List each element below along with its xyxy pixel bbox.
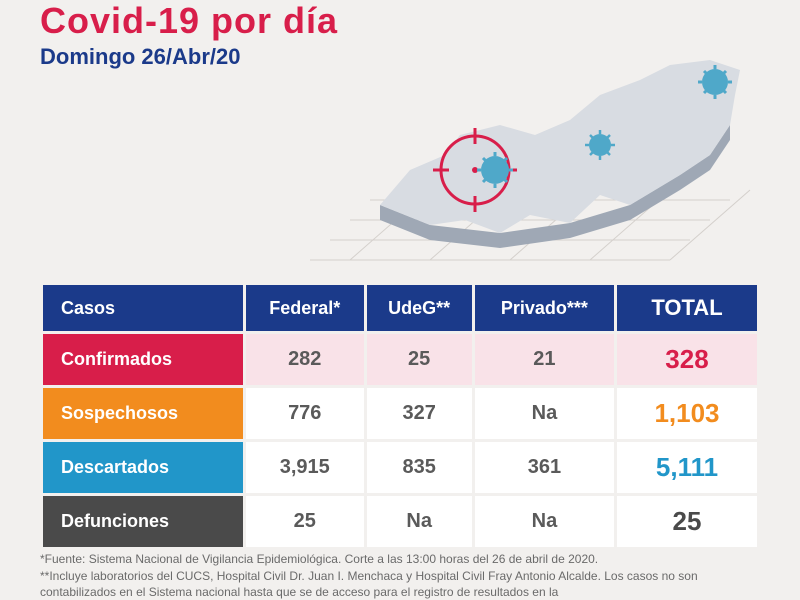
cell-discarded-0: 3,915 xyxy=(246,442,364,493)
row-label-discarded: Descartados xyxy=(43,442,243,493)
col-federal: Federal* xyxy=(246,285,364,331)
map-illustration xyxy=(270,40,770,270)
row-label-suspect: Sospechosos xyxy=(43,388,243,439)
cell-confirmed-0: 282 xyxy=(246,334,364,385)
footnote-1: *Fuente: Sistema Nacional de Vigilancia … xyxy=(40,551,760,567)
cell-suspect-0: 776 xyxy=(246,388,364,439)
total-confirmed: 328 xyxy=(617,334,757,385)
total-deaths: 25 xyxy=(617,496,757,547)
cell-suspect-2: Na xyxy=(475,388,614,439)
table-row: Defunciones25NaNa25 xyxy=(43,496,757,547)
cell-deaths-1: Na xyxy=(367,496,472,547)
col-udeg: UdeG** xyxy=(367,285,472,331)
row-label-deaths: Defunciones xyxy=(43,496,243,547)
cases-table: Casos Federal* UdeG** Privado*** TOTAL C… xyxy=(40,282,760,550)
cell-suspect-1: 327 xyxy=(367,388,472,439)
col-casos: Casos xyxy=(43,285,243,331)
footer-notes: *Fuente: Sistema Nacional de Vigilancia … xyxy=(40,551,760,600)
row-label-confirmed: Confirmados xyxy=(43,334,243,385)
table-row: Descartados3,9158353615,111 xyxy=(43,442,757,493)
total-discarded: 5,111 xyxy=(617,442,757,493)
col-privado: Privado*** xyxy=(475,285,614,331)
cell-deaths-2: Na xyxy=(475,496,614,547)
page-title: Covid-19 por día xyxy=(40,0,760,42)
table-row: Sospechosos776327Na1,103 xyxy=(43,388,757,439)
cell-discarded-2: 361 xyxy=(475,442,614,493)
cell-confirmed-1: 25 xyxy=(367,334,472,385)
cell-deaths-0: 25 xyxy=(246,496,364,547)
table-row: Confirmados2822521328 xyxy=(43,334,757,385)
footnote-2: **Incluye laboratorios del CUCS, Hospita… xyxy=(40,568,760,600)
cell-confirmed-2: 21 xyxy=(475,334,614,385)
col-total: TOTAL xyxy=(617,285,757,331)
total-suspect: 1,103 xyxy=(617,388,757,439)
cell-discarded-1: 835 xyxy=(367,442,472,493)
